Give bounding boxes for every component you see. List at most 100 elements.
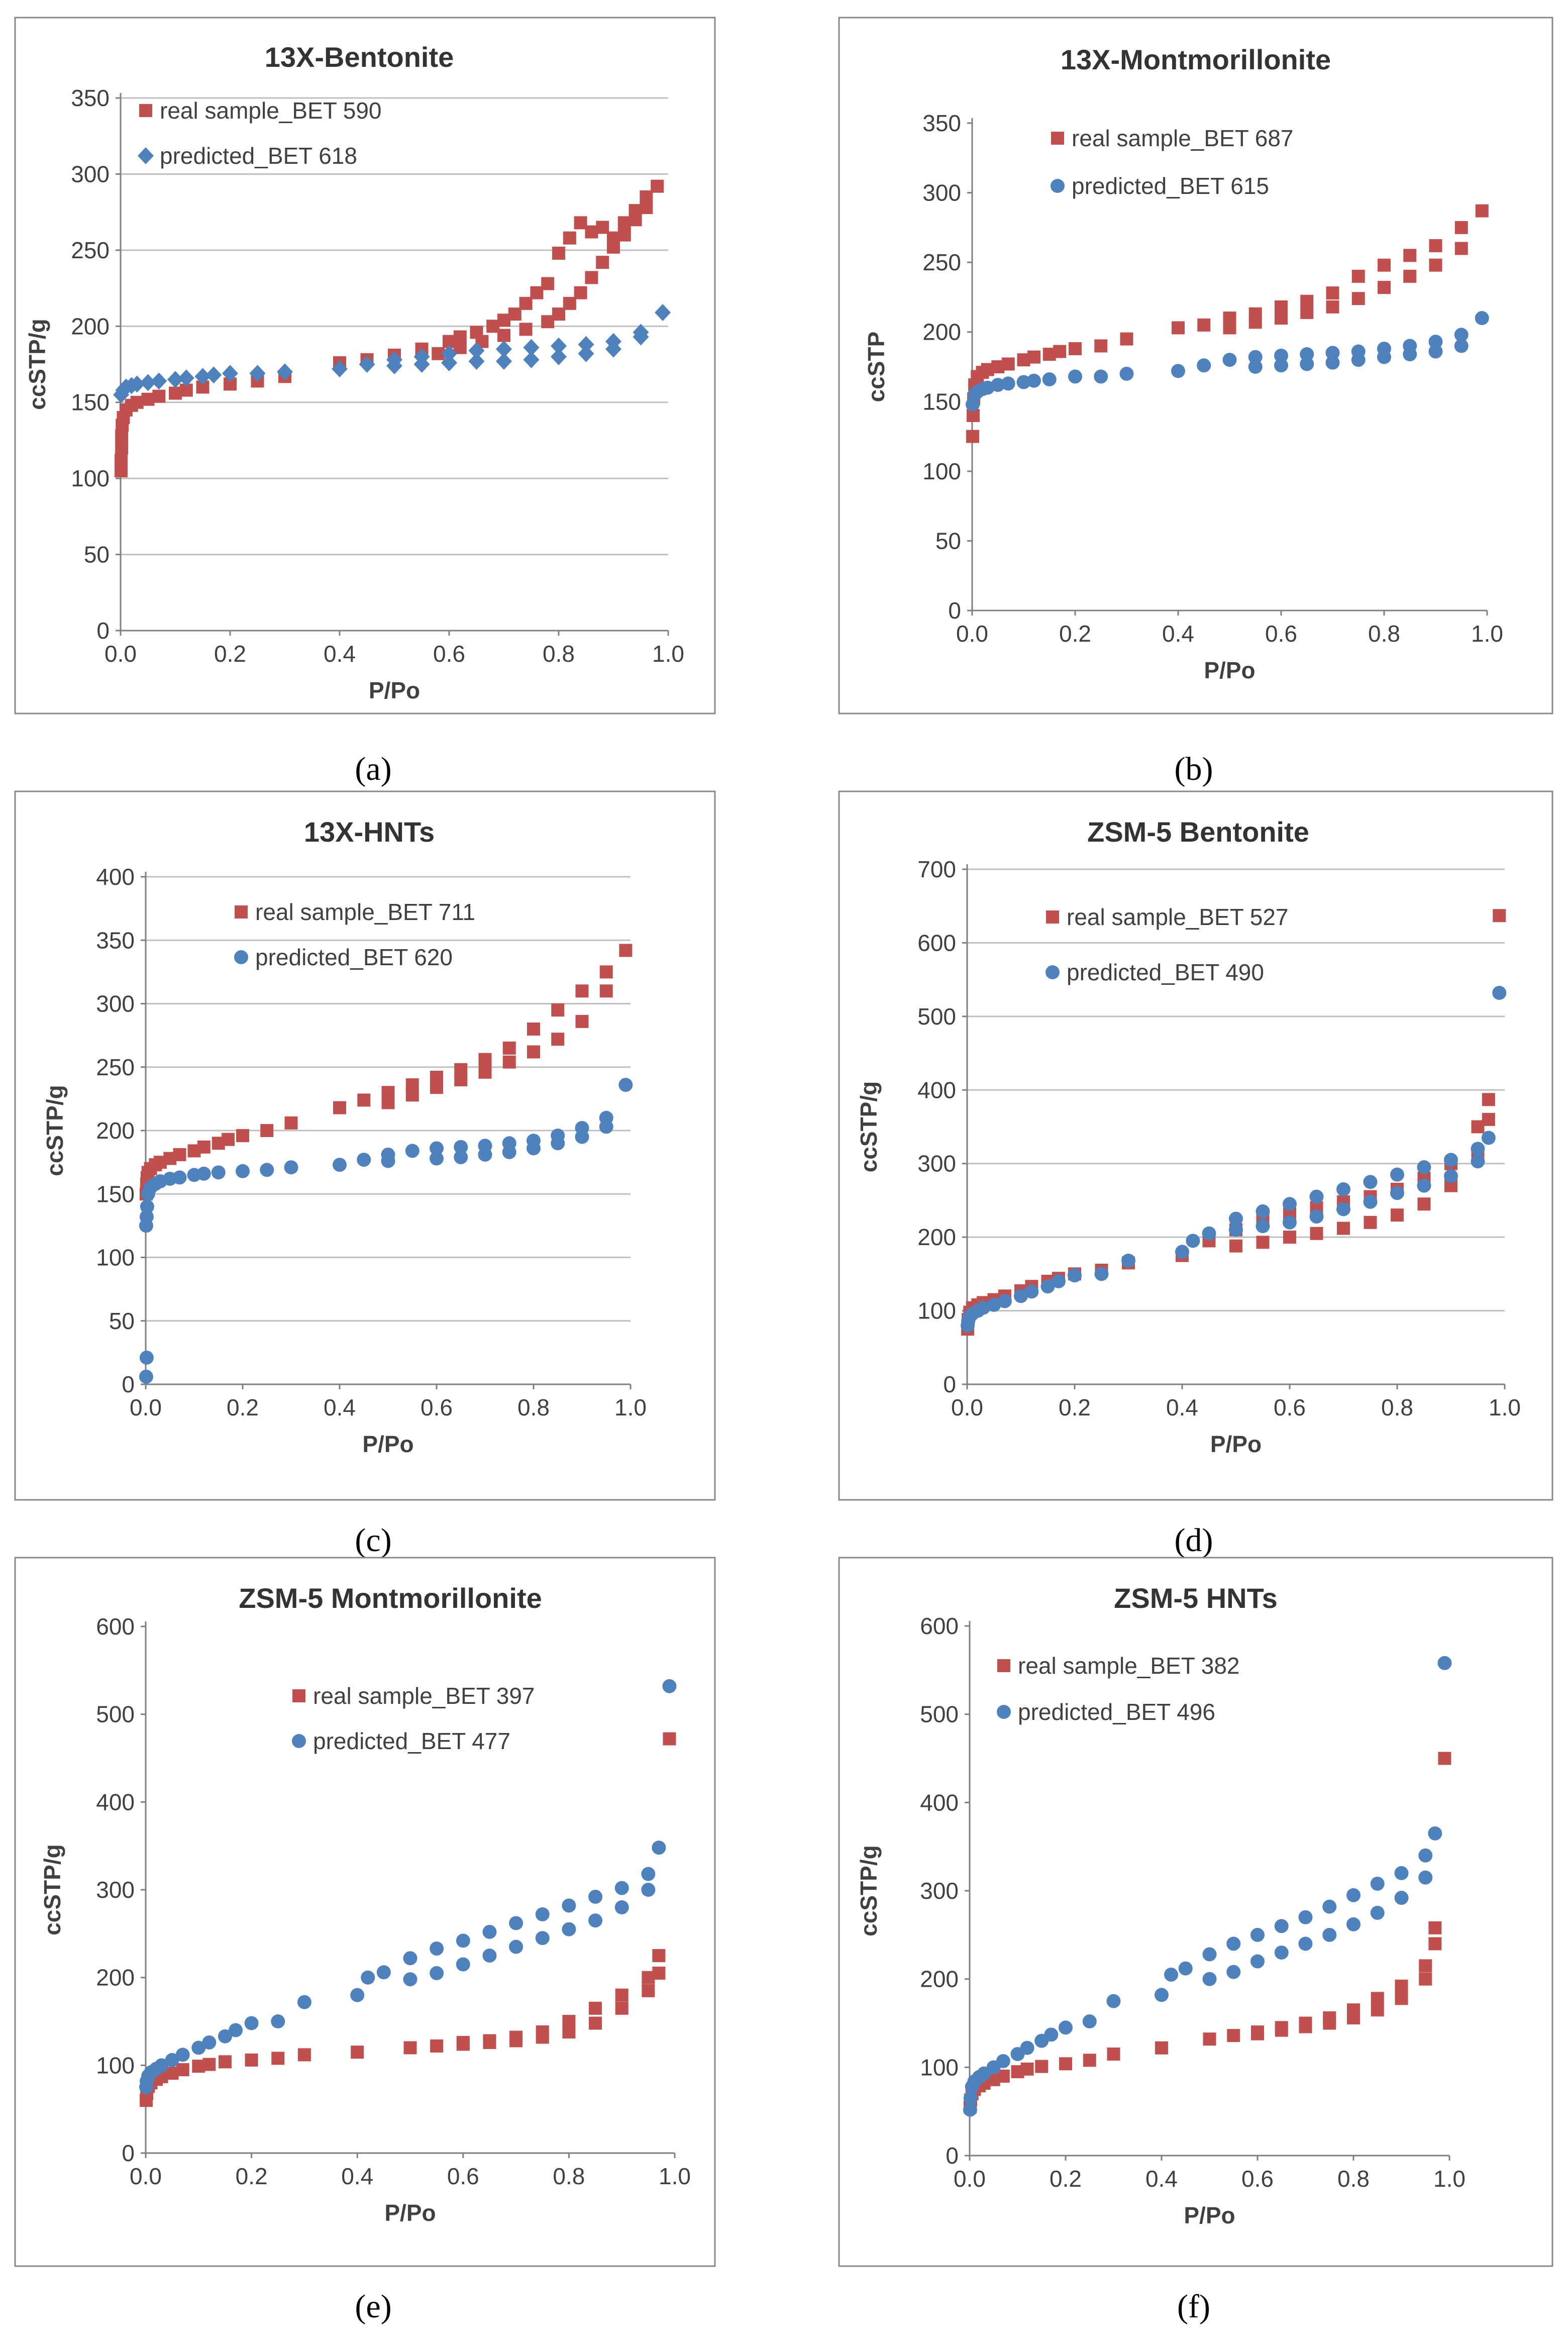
legend-label: predicted_BET 490 — [1067, 959, 1264, 985]
data-point — [141, 392, 155, 406]
y-tick-label: 100 — [917, 1298, 956, 1324]
data-point — [165, 2053, 179, 2067]
y-tick-label: 500 — [96, 1701, 135, 1727]
data-point — [1337, 1221, 1350, 1235]
data-point — [607, 240, 620, 254]
data-point — [1428, 344, 1443, 359]
data-point — [1223, 321, 1236, 335]
data-point — [652, 1949, 666, 1962]
data-point — [619, 944, 633, 957]
y-tick-label: 700 — [917, 856, 956, 882]
data-point — [523, 351, 540, 368]
data-point — [1120, 332, 1133, 346]
data-point — [589, 2016, 602, 2030]
data-point — [1027, 373, 1041, 388]
data-point — [1202, 1226, 1216, 1241]
data-point — [218, 2055, 232, 2069]
data-point — [350, 1988, 365, 2002]
data-point — [173, 1148, 186, 1161]
data-point — [614, 1881, 629, 1895]
data-point — [1226, 1937, 1241, 1951]
legend-marker — [1051, 132, 1064, 145]
data-point — [1014, 1289, 1028, 1303]
data-point — [527, 1023, 540, 1036]
data-point — [509, 1940, 524, 1954]
x-tick-label: 0.8 — [543, 641, 575, 667]
data-point — [140, 374, 156, 391]
data-point — [430, 1942, 444, 1956]
data-point — [536, 2030, 549, 2044]
legend-marker — [138, 147, 154, 164]
data-point — [456, 1957, 470, 1972]
data-point — [152, 389, 166, 403]
data-point — [562, 1898, 576, 1913]
x-tick-label: 0.8 — [553, 2163, 585, 2189]
data-point — [574, 216, 587, 230]
y-tick-label: 0 — [96, 618, 110, 644]
data-point — [655, 304, 671, 322]
data-point — [430, 1151, 444, 1166]
data-point — [1094, 339, 1108, 353]
data-point — [1417, 1160, 1431, 1175]
data-point — [629, 213, 642, 227]
data-point — [496, 352, 512, 370]
legend-marker — [997, 1705, 1011, 1719]
data-point — [260, 1124, 274, 1137]
data-point — [1172, 321, 1185, 335]
legend-label: real sample_BET 687 — [1072, 125, 1294, 151]
data-point — [1035, 2060, 1049, 2073]
data-point — [1492, 986, 1507, 1000]
panel-caption: (f) — [1177, 2288, 1210, 2325]
data-point — [1378, 281, 1391, 294]
data-point — [578, 336, 594, 353]
data-point — [1310, 1227, 1323, 1240]
data-point — [1371, 1992, 1384, 2005]
data-point — [1250, 1954, 1265, 1969]
y-tick-label: 500 — [917, 1003, 956, 1030]
legend-label: real sample_BET 590 — [160, 97, 382, 124]
data-point — [1275, 312, 1288, 325]
chart-title: 13X-HNTs — [304, 816, 435, 848]
data-point — [1428, 1937, 1442, 1951]
data-point — [1482, 1093, 1495, 1106]
data-point — [1248, 350, 1263, 364]
data-point — [497, 314, 510, 327]
legend-label: predicted_BET 496 — [1018, 1699, 1215, 1725]
x-tick-label: 1.0 — [614, 1394, 647, 1420]
x-tick-label: 0.6 — [1265, 621, 1297, 647]
y-tick-label: 150 — [96, 1181, 135, 1207]
data-point — [441, 345, 457, 362]
data-point — [222, 1133, 235, 1146]
data-point — [641, 1883, 656, 1897]
y-tick-label: 350 — [96, 927, 135, 953]
x-tick-label: 0.4 — [1166, 1394, 1198, 1420]
data-point — [1094, 369, 1108, 384]
y-tick-label: 600 — [917, 930, 956, 956]
data-point — [575, 1014, 589, 1028]
data-point — [1475, 204, 1489, 218]
data-point — [1371, 2003, 1384, 2017]
data-point — [483, 2035, 496, 2049]
data-point — [1395, 1979, 1408, 1993]
chart-frame — [14, 1557, 716, 2267]
series-predicted — [139, 1078, 633, 1384]
y-tick-label: 300 — [922, 180, 961, 206]
data-point — [1059, 2020, 1073, 2035]
data-point — [640, 201, 653, 215]
x-axis-label: P/Po — [1210, 1431, 1262, 1457]
y-tick-label: 350 — [71, 85, 110, 111]
data-point — [271, 2014, 285, 2028]
data-point — [1202, 1972, 1217, 1986]
data-point — [478, 1053, 492, 1066]
y-tick-label: 150 — [71, 389, 110, 416]
chart-title: 13X-Montmorillonite — [1061, 44, 1331, 75]
data-point — [154, 2058, 169, 2073]
data-point — [541, 277, 555, 290]
y-tick-label: 600 — [920, 1613, 959, 1639]
data-point — [129, 375, 145, 393]
data-point — [357, 1093, 371, 1107]
x-tick-label: 0.2 — [214, 641, 246, 667]
data-point — [552, 246, 565, 260]
data-point — [167, 371, 183, 388]
